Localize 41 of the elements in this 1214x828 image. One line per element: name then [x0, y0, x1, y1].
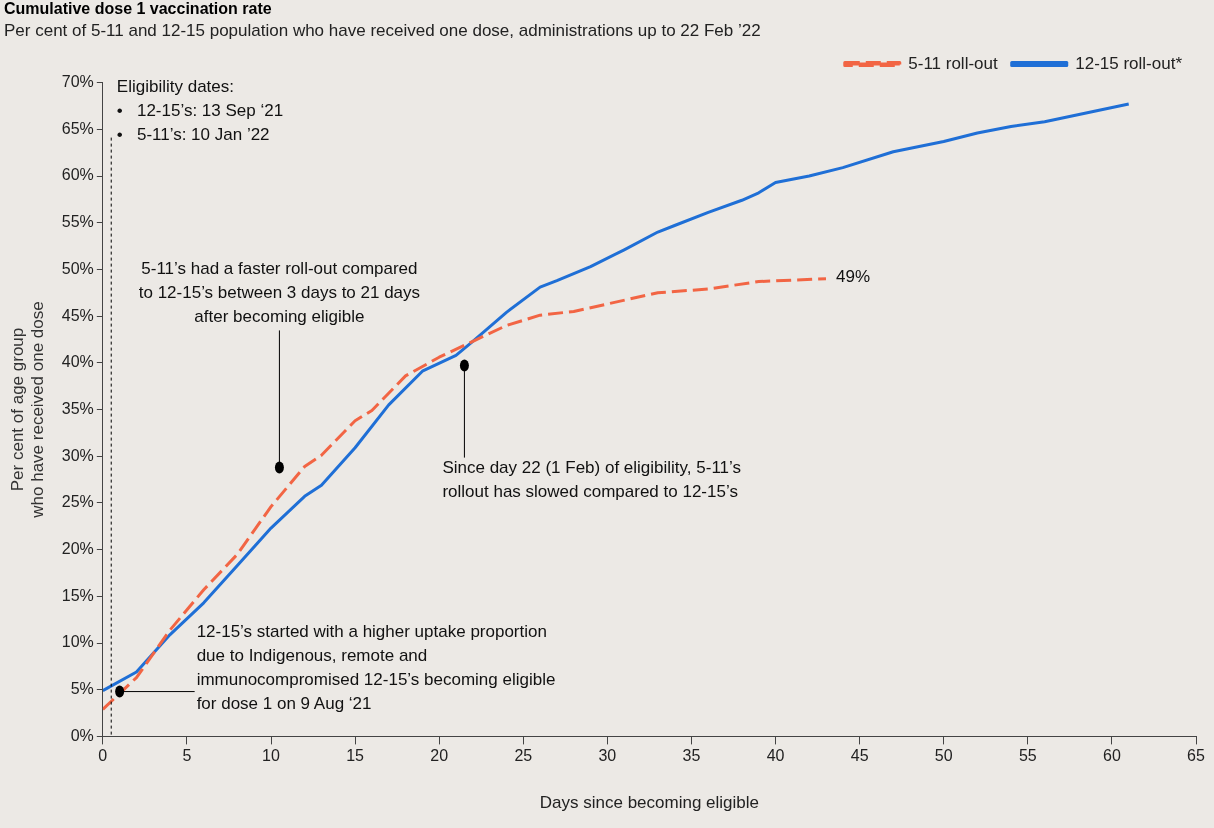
y-tick-label: 30% [61, 446, 94, 464]
line-series [102, 277, 828, 711]
x-tick-label: 30 [598, 747, 617, 765]
x-tick-label: 55 [1018, 747, 1037, 765]
y-tick-label: 45% [61, 306, 94, 324]
annotation: 12-15’s started with a higher uptake proportion due to Indigenous, remote and immunocompromised 12-15’s becoming eligible for dose 1 on 9 Aug ‘21 [196, 621, 556, 713]
x-tick-label: 20 [430, 747, 449, 765]
annotation: Eligibility dates: • 12-15’s: 13 Sep ‘21 • 5-11’s: 10 Jan ’22 [116, 76, 284, 144]
y-tick-label: 55% [61, 213, 94, 231]
x-tick-label: 25 [514, 747, 533, 765]
y-tick-label: 25% [61, 493, 94, 511]
y-tick-label: 65% [61, 119, 94, 137]
y-tick-label: 5% [70, 680, 94, 698]
legend-label: 5-11 roll-out [908, 53, 998, 73]
x-tick-label: 15 [346, 747, 365, 765]
y-tick-label: 35% [61, 399, 94, 417]
x-tick-label: 50 [934, 747, 953, 765]
chart-title: Cumulative dose 1 vaccination rate [4, 0, 272, 18]
x-tick-label: 60 [1103, 747, 1121, 765]
x-tick-label: 0 [98, 747, 108, 765]
x-tick-label: 65 [1187, 747, 1205, 765]
x-tick-label: 5 [182, 747, 192, 765]
x-axis-title: Days since becoming eligible [539, 793, 760, 813]
annotation: Since day 22 (1 Feb) of eligibility, 5-11’s rollout has slowed compared to 12-15’s [442, 457, 742, 501]
x-tick-label: 40 [766, 747, 785, 765]
x-tick-label: 45 [850, 747, 869, 765]
y-tick-label: 20% [61, 540, 94, 558]
y-tick-label: 10% [61, 633, 94, 651]
y-axis-title: Per cent of age group who have received one dose [7, 301, 48, 519]
legend-label: 12-15 roll-out* [1075, 53, 1183, 73]
y-tick-label: 15% [61, 586, 94, 604]
x-tick-label: 10 [262, 747, 280, 765]
y-tick-label: 50% [61, 259, 94, 277]
y-tick-label: 70% [61, 73, 94, 91]
x-tick-label: 35 [682, 747, 701, 765]
y-tick-label: 60% [61, 166, 94, 184]
annotation: 49% [836, 266, 871, 286]
annotation: 5-11’s had a faster roll-out compared to 12-15’s between 3 days to 21 days after becoming eligible [138, 258, 421, 326]
y-tick-label: 40% [61, 353, 94, 371]
chart-subtitle: Per cent of 5-11 and 12-15 population who have received one dose, administrations up to 22 Feb ’22 [4, 21, 761, 41]
y-tick-label: 0% [70, 726, 94, 744]
